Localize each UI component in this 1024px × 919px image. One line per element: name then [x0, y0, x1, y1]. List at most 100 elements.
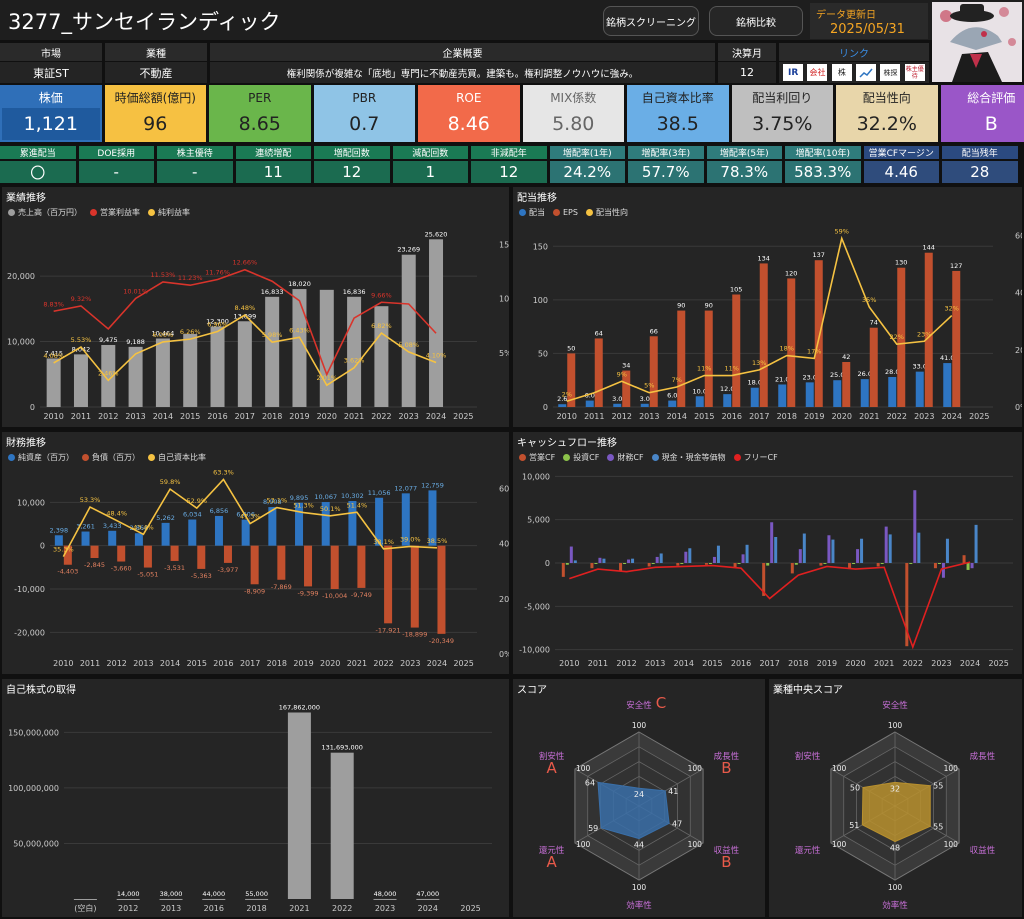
bar[interactable]	[321, 502, 330, 546]
bar[interactable]	[73, 899, 97, 900]
bar[interactable]	[723, 394, 732, 407]
bar[interactable]	[659, 553, 663, 563]
bar[interactable]	[917, 532, 921, 563]
yutai-link-icon[interactable]: 株主優待	[904, 64, 925, 81]
bar[interactable]	[805, 382, 814, 407]
bar[interactable]	[373, 898, 397, 900]
bar[interactable]	[416, 898, 440, 900]
bar[interactable]	[741, 554, 745, 563]
bar[interactable]	[613, 403, 622, 407]
series-line[interactable]	[569, 561, 971, 650]
company-link-icon[interactable]: 会社	[807, 64, 828, 81]
bar[interactable]	[384, 545, 393, 624]
bar[interactable]	[585, 400, 594, 407]
bar[interactable]	[860, 379, 869, 407]
legend-item[interactable]: 売上高（百万円）	[8, 207, 82, 218]
bar[interactable]	[237, 321, 252, 407]
legend-item[interactable]: 純資産（百万）	[8, 452, 74, 463]
chart-link-icon[interactable]	[856, 64, 877, 81]
bar[interactable]	[647, 563, 651, 567]
bar[interactable]	[897, 267, 906, 407]
bar[interactable]	[265, 296, 280, 407]
bar[interactable]	[565, 563, 569, 565]
bar[interactable]	[347, 296, 362, 407]
bar[interactable]	[833, 380, 842, 407]
bar[interactable]	[623, 563, 627, 564]
bar[interactable]	[762, 563, 766, 596]
bar[interactable]	[880, 563, 884, 564]
bar[interactable]	[292, 289, 307, 407]
bar[interactable]	[750, 387, 759, 407]
bar[interactable]	[214, 515, 223, 546]
bar[interactable]	[210, 326, 225, 407]
bar[interactable]	[567, 353, 576, 407]
bar[interactable]	[594, 563, 598, 564]
kabutan-link-icon[interactable]: 株探	[880, 64, 901, 81]
bar[interactable]	[770, 522, 774, 563]
bar[interactable]	[759, 263, 768, 407]
bar[interactable]	[745, 544, 749, 563]
bar[interactable]	[590, 563, 594, 569]
bar[interactable]	[134, 533, 143, 546]
bar[interactable]	[716, 545, 720, 563]
bar[interactable]	[116, 898, 140, 900]
bar[interactable]	[827, 535, 831, 563]
series-line[interactable]	[53, 268, 437, 377]
bar[interactable]	[101, 344, 116, 407]
bar[interactable]	[852, 563, 856, 564]
bar[interactable]	[619, 563, 623, 571]
bar[interactable]	[304, 545, 313, 587]
radar-area[interactable]	[597, 781, 670, 840]
bar[interactable]	[905, 563, 909, 647]
radar-area[interactable]	[861, 781, 931, 843]
bar[interactable]	[766, 563, 770, 566]
bar[interactable]	[437, 545, 446, 634]
bar[interactable]	[319, 289, 334, 407]
bar[interactable]	[73, 354, 88, 407]
bar[interactable]	[348, 501, 357, 546]
bar[interactable]	[684, 551, 688, 563]
bar[interactable]	[631, 558, 635, 563]
bar[interactable]	[375, 497, 384, 546]
bar[interactable]	[429, 239, 444, 407]
bar[interactable]	[913, 490, 917, 563]
screening-button[interactable]: 銘柄スクリーニング	[603, 6, 699, 36]
legend-item[interactable]: 財務CF	[607, 452, 644, 463]
bar[interactable]	[819, 563, 823, 566]
bar[interactable]	[602, 558, 606, 563]
bar[interactable]	[250, 545, 259, 585]
bar[interactable]	[159, 898, 183, 900]
bar[interactable]	[732, 294, 741, 408]
bar[interactable]	[241, 519, 250, 546]
bar[interactable]	[649, 336, 658, 407]
bar[interactable]	[428, 490, 437, 546]
bar[interactable]	[668, 400, 677, 407]
bar[interactable]	[842, 362, 851, 407]
bar[interactable]	[90, 545, 99, 558]
bar[interactable]	[909, 563, 913, 564]
series-line[interactable]	[53, 314, 437, 387]
legend-item[interactable]: 営業利益率	[90, 207, 140, 218]
bar[interactable]	[197, 545, 206, 569]
bar[interactable]	[787, 278, 796, 407]
bar[interactable]	[161, 522, 170, 546]
bar[interactable]	[81, 531, 90, 546]
bar[interactable]	[937, 563, 941, 564]
bar[interactable]	[330, 752, 354, 899]
bar[interactable]	[117, 545, 126, 562]
bar[interactable]	[330, 545, 339, 590]
bar[interactable]	[884, 526, 888, 563]
stock-link-icon[interactable]: 株	[831, 64, 852, 81]
bar[interactable]	[860, 538, 864, 563]
bar[interactable]	[410, 545, 419, 628]
bar[interactable]	[183, 334, 198, 407]
bar[interactable]	[823, 563, 827, 564]
bar[interactable]	[655, 556, 659, 563]
bar[interactable]	[790, 563, 794, 574]
bar[interactable]	[962, 555, 966, 563]
bar[interactable]	[774, 537, 778, 563]
bar[interactable]	[831, 539, 835, 563]
bar[interactable]	[401, 254, 416, 407]
bar[interactable]	[888, 534, 892, 563]
bar[interactable]	[170, 545, 179, 561]
